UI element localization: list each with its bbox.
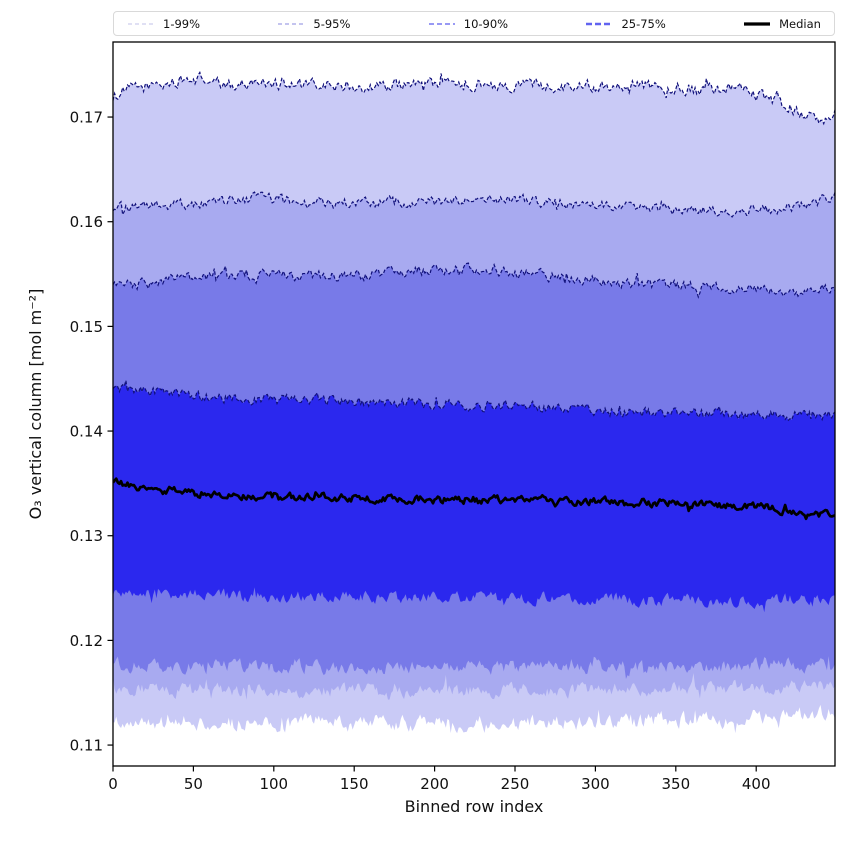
y-axis-label: O₃ vertical column [mol m⁻²] (26, 289, 45, 520)
legend-entry-label: 10-90% (463, 16, 509, 31)
x-tick-label: 0 (108, 775, 118, 793)
y-tick-label: 0.15 (70, 318, 103, 336)
legend-entry-label: 25-75% (621, 16, 666, 31)
x-tick-label: 300 (581, 775, 610, 793)
plot-border (112, 41, 836, 767)
legend-entry-label: 1-99% (163, 16, 201, 31)
legend-line-sample-icon (744, 21, 771, 26)
x-tick-label: 50 (184, 775, 203, 793)
x-tick-label: 100 (259, 775, 288, 793)
legend: 1-99% 5-95% 10-90% 25-75% Median (113, 11, 835, 36)
band-25-75-upper-edge (113, 380, 835, 422)
x-axis-label: Binned row index (405, 797, 544, 816)
legend-entry-5-95-: 5-95% (277, 17, 350, 31)
band-5-95-upper-edge (113, 191, 835, 218)
legend-entry-1-99-: 1-99% (127, 17, 200, 31)
median-line (113, 477, 835, 521)
legend-line-sample-icon (586, 22, 613, 25)
x-tick-label: 350 (661, 775, 690, 793)
x-tick-label: 150 (340, 775, 369, 793)
band-10-90-upper-edge (113, 262, 835, 299)
y-tick-label: 0.17 (70, 109, 103, 127)
axes: 0 50 100 150 200 250 300 350 400 0.11 0.12 0.13 0.14… (70, 41, 836, 793)
y-tick-label: 0.13 (70, 527, 103, 545)
legend-line-sample-icon (428, 22, 455, 25)
legend-entry-10-90-: 10-90% (428, 17, 508, 31)
y-tick-label: 0.11 (70, 737, 103, 755)
legend-line-sample-icon (128, 22, 154, 25)
y-tick-label: 0.16 (70, 213, 103, 231)
legend-entry-label: 5-95% (313, 16, 351, 31)
plot-area (113, 70, 835, 734)
y-tick-label: 0.12 (70, 632, 103, 650)
legend-entry-label: Median (779, 16, 821, 31)
x-tick-label: 250 (501, 775, 530, 793)
legend-entry-median: Median (743, 17, 821, 31)
legend-entry-25-75-: 25-75% (585, 16, 666, 31)
y-tick-label: 0.14 (70, 423, 103, 441)
x-tick-label: 400 (742, 775, 771, 793)
x-tick-label: 200 (420, 775, 449, 793)
legend-line-sample-icon (278, 22, 305, 25)
